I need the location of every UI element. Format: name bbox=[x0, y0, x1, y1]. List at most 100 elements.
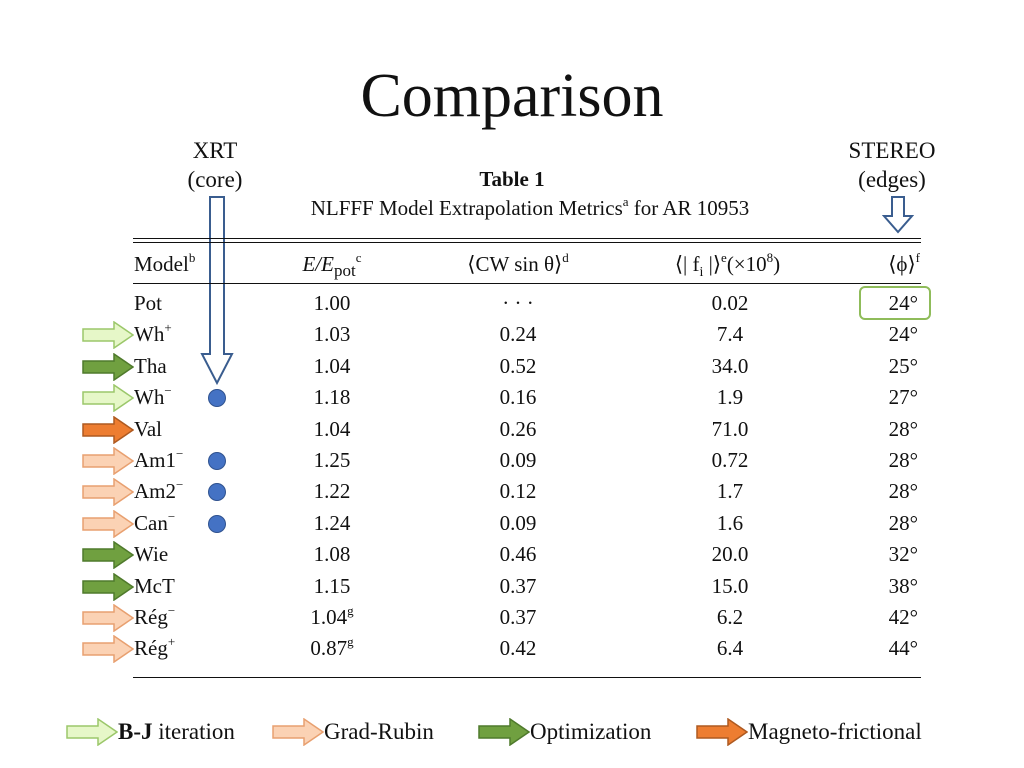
energy-value: 1.24 bbox=[313, 510, 351, 535]
method-arrow-icon bbox=[82, 321, 134, 350]
header-energy-sup: c bbox=[355, 250, 362, 265]
table-cell-phi: 42° bbox=[888, 605, 918, 629]
header-phi: ⟨ϕ⟩f bbox=[820, 249, 920, 279]
header-energy: E/Epotc bbox=[262, 249, 402, 286]
model-sup: − bbox=[167, 603, 176, 618]
header-phi-text: ⟨ϕ⟩ bbox=[888, 252, 916, 276]
table-subtitle-text: NLFFF Model Extrapolation Metrics bbox=[310, 196, 623, 220]
energy-value: 1.03 bbox=[313, 322, 351, 347]
energy-value: 0.87 bbox=[310, 636, 348, 661]
table-header-rule bbox=[133, 283, 921, 284]
method-arrow-icon bbox=[82, 352, 134, 381]
table-cell-phi: 28° bbox=[888, 510, 918, 535]
header-model-text: Model bbox=[134, 252, 189, 276]
header-model-sup: b bbox=[188, 250, 196, 265]
table-cell-model: Rég− bbox=[134, 602, 175, 632]
table-subtitle: NLFFF Model Extrapolation Metricsa for A… bbox=[0, 194, 1024, 221]
header-energy-text: E/E bbox=[302, 252, 334, 276]
stereo-highlight-box bbox=[859, 286, 931, 320]
table-cell-energy: 1.24 bbox=[262, 508, 402, 538]
table-cell-f: 1.7 bbox=[716, 479, 744, 504]
table-cell-f: 6.2 bbox=[716, 605, 744, 629]
model-name: Wh bbox=[134, 322, 165, 347]
header-model: Modelb bbox=[134, 249, 195, 279]
table-cell-energy: 1.25 bbox=[262, 445, 402, 475]
table-cell-phi: 32° bbox=[888, 542, 918, 567]
table-cell-f: 1.9 bbox=[716, 385, 744, 410]
energy-value: 1.00 bbox=[313, 291, 351, 315]
table-cell-f: 7.4 bbox=[716, 322, 744, 347]
energy-value: 1.15 bbox=[313, 573, 351, 598]
table-cell-model: Can− bbox=[134, 508, 175, 538]
table-cell-model: Tha bbox=[134, 351, 167, 381]
method-arrow-icon bbox=[82, 635, 134, 664]
xrt-marker-dot-icon bbox=[208, 452, 226, 470]
model-name: Wh bbox=[134, 385, 165, 410]
header-cw-text: ⟨CW sin θ⟩ bbox=[467, 252, 563, 276]
model-name: Pot bbox=[134, 291, 163, 315]
model-name: McT bbox=[134, 573, 175, 598]
table-cell-energy: 1.00 bbox=[262, 288, 402, 318]
model-sup: − bbox=[164, 383, 172, 399]
method-arrow-icon bbox=[82, 415, 134, 444]
table-cell-cw: 0.42 bbox=[499, 636, 537, 661]
table-cell-cw: · · · bbox=[502, 291, 534, 315]
header-f-sub: i bbox=[699, 265, 704, 281]
model-sup: − bbox=[176, 477, 184, 493]
header-f: ⟨| fi |⟩e(×108) bbox=[640, 249, 815, 288]
table-cell-model: Wie bbox=[134, 539, 168, 569]
table-cell-phi: 27° bbox=[888, 385, 918, 410]
table-cell-phi: 24° bbox=[888, 291, 918, 315]
table-cell-cw: 0.12 bbox=[499, 479, 537, 504]
method-arrow-icon bbox=[82, 509, 134, 538]
model-sup: + bbox=[164, 320, 172, 336]
method-arrow-icon bbox=[82, 572, 134, 601]
model-name: Am2 bbox=[134, 479, 176, 504]
table-cell-model: Wh− bbox=[134, 382, 172, 412]
header-f-scale-sup: 8 bbox=[766, 250, 774, 265]
table-cell-phi: 24° bbox=[888, 322, 918, 347]
table-cell-f: 6.4 bbox=[716, 636, 744, 661]
table-cell-f: 34.0 bbox=[711, 353, 749, 378]
table-bottom-rule bbox=[133, 677, 921, 678]
header-f-tail: |⟩ bbox=[703, 252, 722, 276]
legend-bj-text: B-J iteration bbox=[118, 716, 235, 748]
table-cell-energy: 1.18 bbox=[262, 382, 402, 412]
table-subtitle-tail: for AR 10953 bbox=[628, 196, 750, 220]
legend-bj-rest: iteration bbox=[152, 719, 235, 744]
table-cell-cw: 0.37 bbox=[499, 605, 537, 629]
xrt-marker-dot-icon bbox=[208, 389, 226, 408]
header-f-scale-end: ) bbox=[773, 252, 781, 276]
table-cell-phi: 44° bbox=[888, 636, 918, 661]
model-name: Wie bbox=[134, 542, 169, 567]
table-top-rule-1 bbox=[133, 238, 921, 239]
legend-bj-bold: B-J bbox=[118, 719, 153, 744]
header-f-text: ⟨| f bbox=[674, 252, 700, 276]
model-sup: + bbox=[167, 634, 176, 650]
stereo-label-line1: STEREO bbox=[848, 138, 936, 163]
model-sup: − bbox=[167, 508, 176, 524]
table-cell-model: Val bbox=[134, 414, 162, 444]
model-name: Rég bbox=[134, 636, 168, 661]
stereo-label-line2: (edges) bbox=[858, 167, 926, 192]
xrt-label-line2: (core) bbox=[187, 167, 243, 192]
energy-value: 1.18 bbox=[313, 385, 351, 410]
method-arrow-icon bbox=[82, 604, 134, 632]
slide-title: Comparison bbox=[360, 62, 664, 130]
legend-gr-arrow-icon bbox=[272, 718, 324, 746]
model-name: Tha bbox=[134, 353, 167, 378]
stereo-label: STEREO (edges) bbox=[836, 136, 948, 194]
energy-value: 1.04 bbox=[310, 605, 348, 629]
table-cell-f: 15.0 bbox=[711, 573, 749, 598]
table-cell-cw: 0.09 bbox=[499, 510, 537, 535]
table-cell-energy: 1.15 bbox=[262, 571, 402, 601]
table-cell-f: 20.0 bbox=[711, 542, 749, 567]
table-cell-model: Am1− bbox=[134, 445, 183, 475]
table-cell-phi: 28° bbox=[888, 448, 918, 472]
table-cell-f: 1.6 bbox=[716, 510, 744, 535]
table-subtitle-sup: a bbox=[622, 194, 629, 209]
header-f-sup: e bbox=[721, 250, 727, 265]
legend-mf-arrow-icon bbox=[696, 718, 748, 746]
header-cw-sup: d bbox=[562, 250, 569, 265]
model-sup: − bbox=[176, 446, 184, 461]
